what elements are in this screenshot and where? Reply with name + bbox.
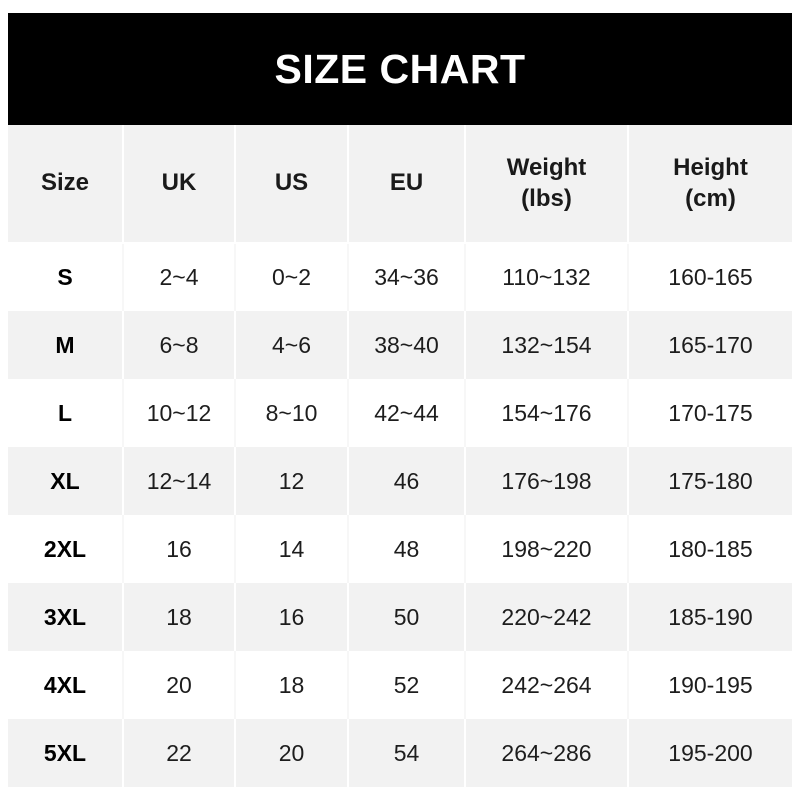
column-header-eu-label: EU bbox=[389, 169, 424, 197]
cell-size: L bbox=[8, 379, 124, 447]
cell-weight: 176~198 bbox=[465, 447, 629, 515]
column-header-size-label: Size bbox=[40, 169, 90, 197]
cell-eu: 54 bbox=[348, 719, 466, 787]
column-header-weight-label: Weight bbox=[506, 154, 587, 182]
cell-weight: 242~264 bbox=[465, 651, 629, 719]
cell-height: 195-200 bbox=[668, 739, 753, 766]
cell-weight: 220~242 bbox=[465, 583, 629, 651]
cell-us: 12 bbox=[235, 447, 349, 515]
cell-us: 20 bbox=[235, 719, 349, 787]
cell-uk: 6~8 bbox=[123, 311, 236, 379]
cell-eu: 38~40 bbox=[348, 311, 466, 379]
cell-weight: 110~132 bbox=[465, 243, 629, 311]
cell-weight: 154~176 bbox=[465, 379, 629, 447]
cell-height: 175-180 bbox=[668, 467, 753, 494]
size-chart-card: SIZE CHART Size UK US EU bbox=[8, 13, 792, 787]
column-header-weight: Weight (lbs) bbox=[465, 125, 629, 244]
cell-uk: 12~14 bbox=[123, 447, 236, 515]
table-row: M 6~8 4~6 38~40 132~154 165-170 bbox=[8, 311, 792, 379]
table-row: L 10~12 8~10 42~44 154~176 170-175 bbox=[8, 379, 792, 447]
column-header-uk-label: UK bbox=[161, 169, 197, 197]
cell-weight: 132~154 bbox=[465, 311, 629, 379]
column-header-size: Size bbox=[8, 125, 124, 244]
cell-eu: 46 bbox=[348, 447, 466, 515]
cell-eu: 42~44 bbox=[348, 379, 466, 447]
cell-size: 3XL bbox=[8, 583, 124, 651]
column-header-eu: EU bbox=[348, 125, 466, 244]
cell-uk: 10~12 bbox=[123, 379, 236, 447]
table-row: S 2~4 0~2 34~36 110~132 160-165 bbox=[8, 243, 792, 311]
size-chart-table: Size UK US EU Weight (lbs) Height (cm) bbox=[8, 125, 792, 787]
cell-size: S bbox=[8, 243, 124, 311]
cell-us: 14 bbox=[235, 515, 349, 583]
cell-eu: 34~36 bbox=[348, 243, 466, 311]
cell-uk: 20 bbox=[123, 651, 236, 719]
column-header-height: Height (cm) bbox=[628, 125, 792, 244]
cell-size: 2XL bbox=[8, 515, 124, 583]
cell-us: 16 bbox=[235, 583, 349, 651]
cell-weight: 264~286 bbox=[465, 719, 629, 787]
cell-uk: 22 bbox=[123, 719, 236, 787]
column-header-us-label: US bbox=[274, 169, 309, 197]
cell-uk: 18 bbox=[123, 583, 236, 651]
cell-size: 4XL bbox=[8, 651, 124, 719]
column-header-us: US bbox=[235, 125, 349, 244]
cell-height: 190-195 bbox=[668, 671, 753, 698]
cell-height: 180-185 bbox=[668, 535, 753, 562]
column-header-height-label: Height bbox=[673, 154, 748, 182]
cell-eu: 50 bbox=[348, 583, 466, 651]
cell-size: XL bbox=[8, 447, 124, 515]
cell-us: 4~6 bbox=[235, 311, 349, 379]
cell-size: 5XL bbox=[8, 719, 124, 787]
table-row: 4XL 20 18 52 242~264 190-195 bbox=[8, 651, 792, 719]
page-title: SIZE CHART bbox=[274, 45, 526, 92]
cell-height: 170-175 bbox=[668, 399, 753, 426]
cell-weight: 198~220 bbox=[465, 515, 629, 583]
cell-height: 185-190 bbox=[668, 603, 753, 630]
cell-us: 8~10 bbox=[235, 379, 349, 447]
cell-eu: 48 bbox=[348, 515, 466, 583]
column-header-weight-unit: (lbs) bbox=[521, 184, 572, 212]
cell-us: 0~2 bbox=[235, 243, 349, 311]
column-header-height-unit: (cm) bbox=[685, 184, 736, 212]
cell-size: M bbox=[8, 311, 124, 379]
cell-height: 160-165 bbox=[668, 264, 753, 290]
table-row: XL 12~14 12 46 176~198 175-180 bbox=[8, 447, 792, 515]
table-row: 2XL 16 14 48 198~220 180-185 bbox=[8, 515, 792, 583]
cell-eu: 52 bbox=[348, 651, 466, 719]
cell-us: 18 bbox=[235, 651, 349, 719]
cell-height: 165-170 bbox=[668, 331, 753, 358]
cell-uk: 2~4 bbox=[123, 243, 236, 311]
column-header-uk: UK bbox=[123, 125, 236, 244]
cell-uk: 16 bbox=[123, 515, 236, 583]
table-row: 3XL 18 16 50 220~242 185-190 bbox=[8, 583, 792, 651]
table-row: 5XL 22 20 54 264~286 195-200 bbox=[8, 719, 792, 787]
table-header-row: Size UK US EU Weight (lbs) Height (cm) bbox=[8, 125, 792, 244]
title-band: SIZE CHART bbox=[8, 13, 792, 125]
